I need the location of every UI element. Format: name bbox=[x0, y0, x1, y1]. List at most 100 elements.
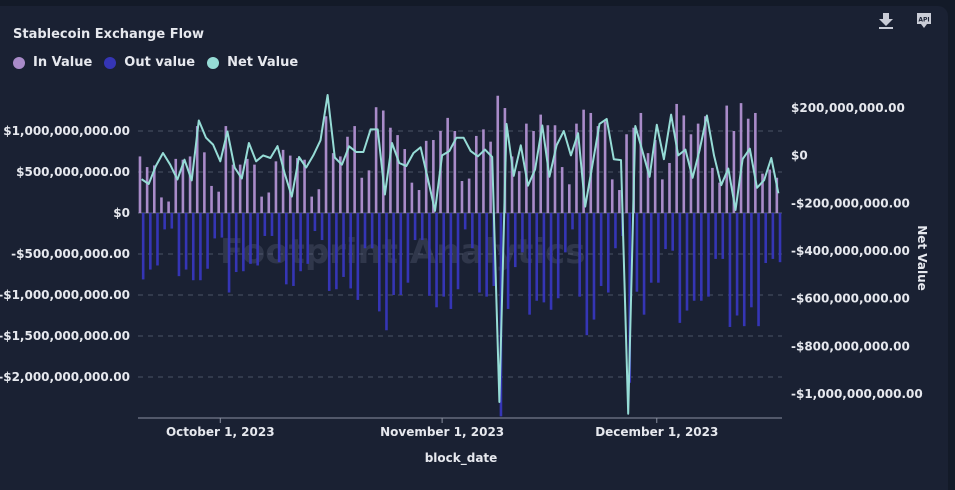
bar-in-value bbox=[625, 134, 628, 213]
bar-out-value bbox=[170, 213, 174, 229]
bar-out-value bbox=[413, 213, 417, 241]
bar-out-value bbox=[363, 213, 367, 249]
y-tick-right: -$600,000,000.00 bbox=[791, 292, 910, 306]
bar-in-value bbox=[754, 112, 757, 213]
bar-in-value bbox=[582, 109, 585, 213]
bar-out-value bbox=[320, 213, 324, 241]
bar-out-value bbox=[420, 213, 424, 241]
bar-out-value bbox=[664, 213, 667, 250]
bar-out-value bbox=[349, 213, 352, 289]
bar-in-value bbox=[303, 159, 306, 213]
bar-out-value bbox=[191, 213, 195, 281]
bar-in-value bbox=[317, 189, 321, 213]
bar-in-value bbox=[517, 171, 521, 213]
bar-in-value bbox=[324, 116, 328, 213]
y-tick-right: $200,000,000.00 bbox=[791, 101, 905, 115]
bar-in-value bbox=[231, 164, 235, 213]
bar-out-value bbox=[549, 213, 553, 310]
legend-item-net-value[interactable]: Net Value bbox=[207, 55, 298, 70]
y-tick-right: $0 bbox=[791, 149, 808, 163]
bar-out-value bbox=[299, 213, 302, 272]
bar-out-value bbox=[399, 213, 403, 295]
bar-out-value bbox=[199, 213, 202, 281]
bar-in-value bbox=[174, 158, 178, 213]
bar-in-value bbox=[575, 123, 578, 213]
bar-out-value bbox=[649, 213, 653, 283]
bar-out-value bbox=[163, 213, 166, 230]
x-tick: December 1, 2023 bbox=[595, 425, 718, 439]
bar-in-value bbox=[474, 135, 478, 213]
bar-out-value bbox=[463, 213, 467, 230]
y-axis-right-label: Net Value bbox=[915, 225, 929, 291]
bar-out-value bbox=[249, 213, 252, 264]
bar-out-value bbox=[764, 213, 768, 264]
y-tick-left: -$1,000,000,000.00 bbox=[0, 288, 130, 302]
bar-out-value bbox=[478, 213, 481, 293]
bar-out-value bbox=[750, 213, 753, 308]
bar-in-value bbox=[610, 179, 614, 213]
x-tick: October 1, 2023 bbox=[166, 425, 275, 439]
bar-in-value bbox=[560, 167, 564, 213]
bar-out-value bbox=[742, 213, 746, 327]
bar-out-value bbox=[700, 213, 703, 301]
bar-in-value bbox=[339, 156, 342, 213]
bar-in-value bbox=[203, 152, 206, 213]
bar-out-value bbox=[657, 213, 660, 283]
bar-out-value bbox=[556, 213, 560, 299]
bar-out-value bbox=[449, 213, 453, 309]
bar-out-value bbox=[614, 213, 617, 249]
bar-in-value bbox=[467, 178, 471, 213]
legend-item-in-value[interactable]: In Value bbox=[13, 55, 92, 70]
bar-out-value bbox=[428, 213, 431, 296]
bar-out-value bbox=[177, 213, 181, 277]
bar-in-value bbox=[260, 196, 263, 213]
legend-label: Net Value bbox=[227, 55, 299, 70]
bar-in-value bbox=[603, 121, 607, 213]
api-icon[interactable]: API bbox=[916, 12, 932, 30]
bar-in-value bbox=[589, 112, 593, 213]
bar-out-value bbox=[313, 213, 317, 232]
bar-out-value bbox=[234, 213, 238, 273]
bar-in-value bbox=[453, 131, 457, 213]
bar-in-value bbox=[310, 196, 314, 213]
bar-out-value bbox=[642, 213, 646, 315]
bar-in-value bbox=[668, 162, 671, 213]
bar-out-value bbox=[356, 213, 360, 300]
bar-out-value bbox=[692, 213, 696, 301]
bar-in-value bbox=[496, 95, 500, 213]
y-tick-left: -$1,500,000,000.00 bbox=[0, 329, 130, 343]
bar-out-value bbox=[342, 213, 345, 277]
bar-out-value bbox=[485, 213, 488, 297]
bar-in-value bbox=[167, 201, 170, 213]
download-icon[interactable] bbox=[878, 12, 894, 30]
bar-in-value bbox=[160, 197, 163, 213]
bar-in-value bbox=[525, 123, 528, 213]
bar-out-value bbox=[220, 213, 224, 238]
bar-in-value bbox=[432, 140, 435, 213]
bar-in-value bbox=[360, 177, 364, 213]
bar-out-value bbox=[385, 213, 388, 331]
bar-in-value bbox=[296, 158, 299, 213]
bar-out-value bbox=[471, 213, 474, 249]
bar-in-value bbox=[346, 136, 349, 213]
bar-in-value bbox=[489, 141, 492, 213]
bar-in-value bbox=[596, 126, 600, 213]
bar-in-value bbox=[331, 153, 335, 213]
bar-in-value bbox=[446, 117, 449, 213]
bar-out-value bbox=[528, 213, 531, 315]
bar-out-value bbox=[628, 213, 632, 383]
bar-in-value bbox=[703, 116, 707, 213]
bar-in-value bbox=[768, 169, 771, 213]
bar-out-value bbox=[270, 213, 274, 236]
bar-out-value bbox=[513, 213, 517, 268]
bar-in-value bbox=[253, 164, 256, 213]
x-axis-label: block_date bbox=[425, 451, 498, 466]
bar-out-value bbox=[206, 213, 209, 269]
bar-out-value bbox=[141, 213, 145, 280]
bar-in-value bbox=[568, 184, 571, 213]
bar-out-value bbox=[156, 213, 159, 266]
bar-out-value bbox=[685, 213, 689, 311]
bar-out-value bbox=[678, 213, 682, 323]
bar-out-value bbox=[564, 213, 567, 253]
legend-item-out-value[interactable]: Out value bbox=[104, 55, 195, 70]
